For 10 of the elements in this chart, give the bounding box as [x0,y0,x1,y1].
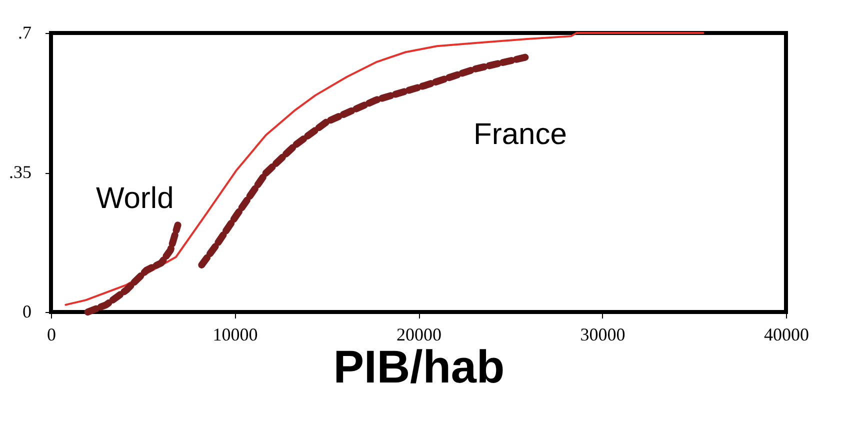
line-series [64,32,704,306]
y-tick-label: .35 [9,162,32,182]
y-tick-label: 0 [22,302,32,322]
x-tick-label: 10000 [212,324,258,344]
series-label: World [96,182,174,216]
x-tick-label: 40000 [764,324,809,344]
y-tick-label: .7 [18,22,32,42]
x-tick-label: 0 [47,324,56,344]
series-label: France [474,118,567,151]
x-tick-label: 30000 [580,324,626,344]
